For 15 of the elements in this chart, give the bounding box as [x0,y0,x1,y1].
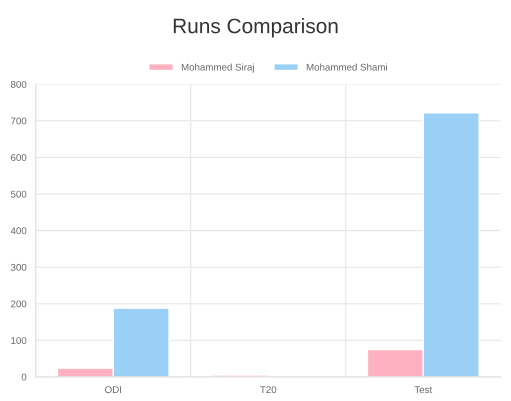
y-tick-label: 300 [10,264,26,271]
y-tick-label: 800 [10,80,26,88]
x-tick-label: Test [414,386,432,394]
y-tick-label: 200 [11,300,26,308]
y-tick-label: 0 [22,374,26,381]
legend-label: Mohammed Shami [306,63,387,71]
y-tick-label: 600 [11,154,26,162]
x-tick-label: T20 [260,386,276,394]
y-tick-label: 700 [11,118,26,124]
y-tick-label: 400 [10,227,26,234]
y-tick-label: 500 [10,190,26,198]
chart-title: Runs Comparison [174,18,338,38]
x-tick-label: ODI [105,386,122,394]
legend-label: Mohammed Siraj [182,63,254,73]
y-tick-label: 100 [11,337,26,344]
